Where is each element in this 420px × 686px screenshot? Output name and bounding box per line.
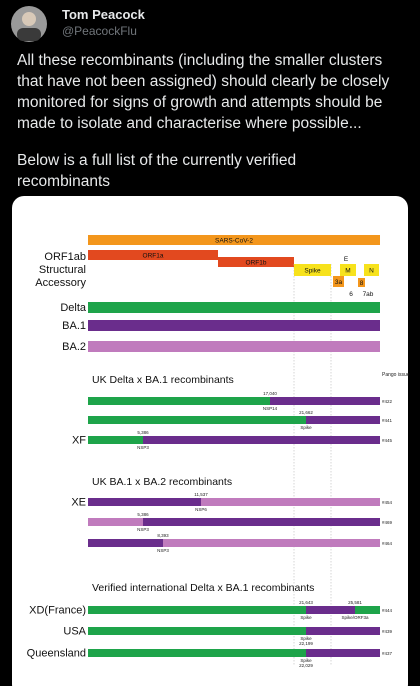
genome-segment xyxy=(88,416,306,424)
breakpoint-region: NSP6 xyxy=(195,507,207,512)
lineage-label: BA.2 xyxy=(62,341,86,353)
orf3a-label: 3a xyxy=(335,279,343,286)
row-label: Accessory xyxy=(35,277,86,289)
breakpoint-region: Spike/ORF3a xyxy=(341,615,369,620)
breakpoint-position: 5,386 xyxy=(137,512,149,517)
pango-issue: #441 xyxy=(382,418,393,423)
genome-title: SARS-CoV-2 xyxy=(215,238,253,245)
n-label: N xyxy=(369,268,374,275)
avatar-body xyxy=(17,28,41,41)
breakpoint-position: 8,393 xyxy=(157,533,169,538)
lineage-label: BA.1 xyxy=(62,320,86,332)
genome-segment xyxy=(88,539,163,547)
breakpoint-position: 22,199 xyxy=(299,641,313,646)
orf1b-label: ORF1b xyxy=(246,260,267,267)
genome-segment xyxy=(88,518,143,526)
genome-segment xyxy=(201,498,380,506)
genome-segment xyxy=(270,397,380,405)
pango-issue: #444 xyxy=(382,608,393,613)
orf1b-bar xyxy=(218,257,294,267)
orf8-box xyxy=(358,278,365,287)
breakpoint-region: NSP3 xyxy=(137,445,149,450)
pango-issue: #445 xyxy=(382,438,393,443)
genome-segment xyxy=(355,606,380,614)
author-handle[interactable]: @PeacockFlu xyxy=(62,24,137,38)
row-label: ORF1ab xyxy=(44,251,86,263)
avatar-face xyxy=(22,12,36,26)
breakpoint-position: 17,040 xyxy=(263,391,277,396)
spike-box xyxy=(294,264,331,276)
orf1a-bar xyxy=(88,250,218,260)
pango-header: Pango issue xyxy=(382,372,410,378)
genome-segment xyxy=(88,498,201,506)
lineage-bar xyxy=(88,302,380,313)
genome-segment xyxy=(88,397,270,405)
tweet-line: recombinants xyxy=(17,173,110,190)
e-label: E xyxy=(344,256,349,263)
genome-segment xyxy=(306,606,355,614)
pango-issue: #437 xyxy=(382,651,393,656)
genome-segment xyxy=(143,436,380,444)
breakpoint-region: Spike xyxy=(300,615,312,620)
author-name[interactable]: Tom Peacock xyxy=(62,7,146,22)
breakpoint-region: NSP14 xyxy=(263,406,278,411)
genome-bar xyxy=(88,235,380,245)
recombinant-rows: UK Delta x BA.1 recombinants 17,040 NSP14 #… xyxy=(27,374,393,668)
orf6-label: 6 xyxy=(349,291,353,298)
pango-issue: #422 xyxy=(382,399,393,404)
section-title: UK BA.1 x BA.2 recombinants xyxy=(92,476,232,488)
breakpoint-region: Spike xyxy=(300,658,312,663)
genome-segment xyxy=(143,518,380,526)
pango-issue: #454 xyxy=(382,500,393,505)
recombinant-name: USA xyxy=(63,626,86,638)
recombinant-name: XF xyxy=(72,435,86,447)
section-title: UK Delta x BA.1 recombinants xyxy=(92,374,234,386)
breakpoint-position: 11,537 xyxy=(194,492,208,497)
tweet-line: Below is a full list of the currently ve… xyxy=(17,152,296,169)
pango-issue: #464 xyxy=(382,541,393,546)
breakpoint-position: 25,581 xyxy=(348,600,362,605)
breakpoint-position: 21,643 xyxy=(299,600,313,605)
spike-label: Spike xyxy=(304,268,321,275)
genome-segment xyxy=(88,606,306,614)
genome-segment xyxy=(306,627,380,635)
breakpoint-region: Spike xyxy=(300,425,312,430)
tweet-line: monitored for signs of growth and attemp… xyxy=(17,94,382,111)
genome-segment xyxy=(306,416,380,424)
lineage-label: Delta xyxy=(60,302,87,314)
genome-segment xyxy=(163,539,380,547)
tweet-line: All these recombinants (including the sm… xyxy=(17,52,383,69)
breakpoint-position: 5,386 xyxy=(137,430,149,435)
breakpoint-position: 21,662 xyxy=(299,410,313,415)
m-box xyxy=(340,264,356,276)
n-box xyxy=(364,264,379,276)
tweet-line: that have not been assigned) should clea… xyxy=(17,73,389,90)
breakpoint-region: Spike xyxy=(300,636,312,641)
pango-issue: #469 xyxy=(382,520,393,525)
breakpoint-region: NSP3 xyxy=(137,527,149,532)
recombinant-name: XD(France) xyxy=(29,605,86,617)
breakpoint-region: NSP3 xyxy=(157,548,169,553)
lineage-bar xyxy=(88,341,380,352)
genome-segment xyxy=(88,436,143,444)
genome-segment xyxy=(88,649,306,657)
orf3a-box xyxy=(333,276,344,287)
orf7ab-label: 7ab xyxy=(363,291,374,298)
pango-issue: #439 xyxy=(382,629,393,634)
lineage-bar xyxy=(88,320,380,331)
orf8-label: 8 xyxy=(360,280,364,287)
tweet-line: made to isolate and characterise where p… xyxy=(17,115,362,132)
row-label: Structural xyxy=(39,264,86,276)
genome-segment xyxy=(306,649,380,657)
orf1a-label: ORF1a xyxy=(143,253,164,260)
recombinant-name: Queensland xyxy=(27,648,86,660)
recombinant-name: XE xyxy=(71,497,86,509)
genome-segment xyxy=(88,627,306,635)
m-label: M xyxy=(345,268,350,275)
breakpoint-position: 22,029 xyxy=(299,663,313,668)
section-title: Verified international Delta x BA.1 reco… xyxy=(92,582,314,594)
